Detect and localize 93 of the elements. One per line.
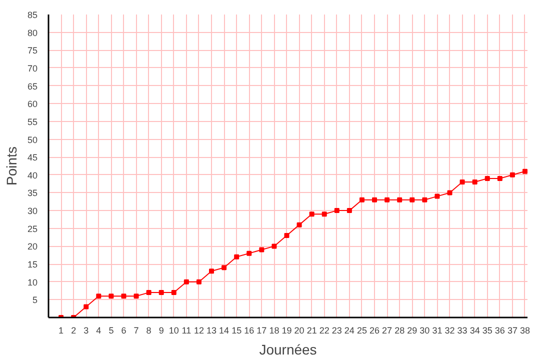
point xyxy=(108,294,114,299)
point xyxy=(222,265,227,270)
x-tick-label: 15 xyxy=(232,326,242,336)
x-tick-label: 10 xyxy=(168,326,179,336)
y-tick-label: 60 xyxy=(27,99,38,110)
y-tick-label: 85 xyxy=(27,10,38,20)
point xyxy=(84,304,89,310)
point xyxy=(209,268,214,274)
x-tick-label: 13 xyxy=(206,326,217,336)
y-tick-label: 55 xyxy=(27,116,38,127)
y-tick-label: 20 xyxy=(27,242,38,252)
x-tick-label: 25 xyxy=(356,326,367,336)
point xyxy=(272,244,277,249)
x-tick-label: 11 xyxy=(182,326,192,336)
x-tick-label: 8 xyxy=(146,326,152,336)
x-tick-label: 4 xyxy=(96,326,102,336)
point xyxy=(234,254,240,260)
x-tick-label: 31 xyxy=(432,326,442,336)
point xyxy=(96,294,102,299)
point xyxy=(447,190,452,196)
x-tick-label: 36 xyxy=(494,326,505,336)
x-tick-label: 17 xyxy=(256,326,267,336)
y-tick-label: 40 xyxy=(27,170,38,180)
point xyxy=(422,197,428,202)
y-tick-label: 75 xyxy=(27,46,38,56)
x-axis-title: Journées xyxy=(259,342,317,358)
point xyxy=(171,290,176,296)
x-tick-label: 28 xyxy=(394,326,405,336)
x-tick-label: 1 xyxy=(58,326,64,336)
x-tick-label: 34 xyxy=(470,326,480,336)
point xyxy=(246,250,252,256)
point xyxy=(460,180,465,185)
y-tick-label: 80 xyxy=(27,28,38,38)
point xyxy=(284,233,290,238)
point xyxy=(134,294,139,299)
point xyxy=(334,208,340,214)
x-tick-label: 16 xyxy=(244,326,254,336)
x-tick-label: 35 xyxy=(482,326,492,336)
x-tick-label: 38 xyxy=(520,326,530,336)
y-tick-label: 15 xyxy=(27,260,38,270)
y-tick-label: 5 xyxy=(32,295,38,306)
point xyxy=(434,194,440,199)
point xyxy=(196,279,202,284)
x-tick-label: 9 xyxy=(158,326,164,336)
x-tick-label: 7 xyxy=(134,326,139,336)
x-tick-label: 2 xyxy=(71,326,76,336)
point xyxy=(259,247,264,252)
point xyxy=(146,290,152,296)
point xyxy=(384,197,390,202)
point xyxy=(472,180,478,185)
point xyxy=(346,208,352,214)
x-tick-label: 33 xyxy=(457,326,468,336)
x-tick-label: 37 xyxy=(507,326,518,336)
x-tick-label: 6 xyxy=(121,326,126,336)
x-tick-label: 3 xyxy=(84,326,89,336)
y-tick-label: 10 xyxy=(27,277,38,288)
x-tick-label: 24 xyxy=(344,326,354,336)
point xyxy=(296,222,302,228)
point xyxy=(397,197,402,202)
y-tick-label: 35 xyxy=(27,188,38,198)
point xyxy=(497,176,502,181)
y-tick-label: 70 xyxy=(27,63,38,74)
point xyxy=(309,212,314,217)
x-tick-label: 18 xyxy=(269,326,280,336)
x-tick-label: 26 xyxy=(370,326,380,336)
point xyxy=(158,290,164,296)
x-tick-label: 12 xyxy=(194,326,204,336)
point xyxy=(184,279,189,284)
x-tick-label: 32 xyxy=(444,326,455,336)
point xyxy=(484,176,490,181)
y-tick-label: 30 xyxy=(27,206,38,216)
y-tick-label: 50 xyxy=(27,134,38,145)
point xyxy=(372,197,378,202)
point xyxy=(410,197,415,202)
y-tick-label: 65 xyxy=(27,81,38,92)
y-tick-label: 45 xyxy=(27,152,38,163)
x-tick-label: 23 xyxy=(332,326,342,336)
x-tick-label: 30 xyxy=(420,326,430,336)
x-tick-label: 27 xyxy=(382,326,392,336)
x-tick-label: 29 xyxy=(407,326,418,336)
y-tick-label: 25 xyxy=(27,224,38,234)
x-tick-label: 14 xyxy=(219,326,230,336)
x-tick-label: 5 xyxy=(108,326,114,336)
point xyxy=(510,172,515,178)
x-tick-label: 22 xyxy=(319,326,330,336)
x-tick-label: 20 xyxy=(294,326,304,336)
point xyxy=(359,197,364,202)
point xyxy=(322,212,327,217)
x-tick-label: 21 xyxy=(306,326,317,336)
point xyxy=(121,294,126,299)
y-axis-title: Points xyxy=(3,146,20,186)
x-tick-label: 19 xyxy=(282,326,292,336)
point xyxy=(522,168,528,174)
